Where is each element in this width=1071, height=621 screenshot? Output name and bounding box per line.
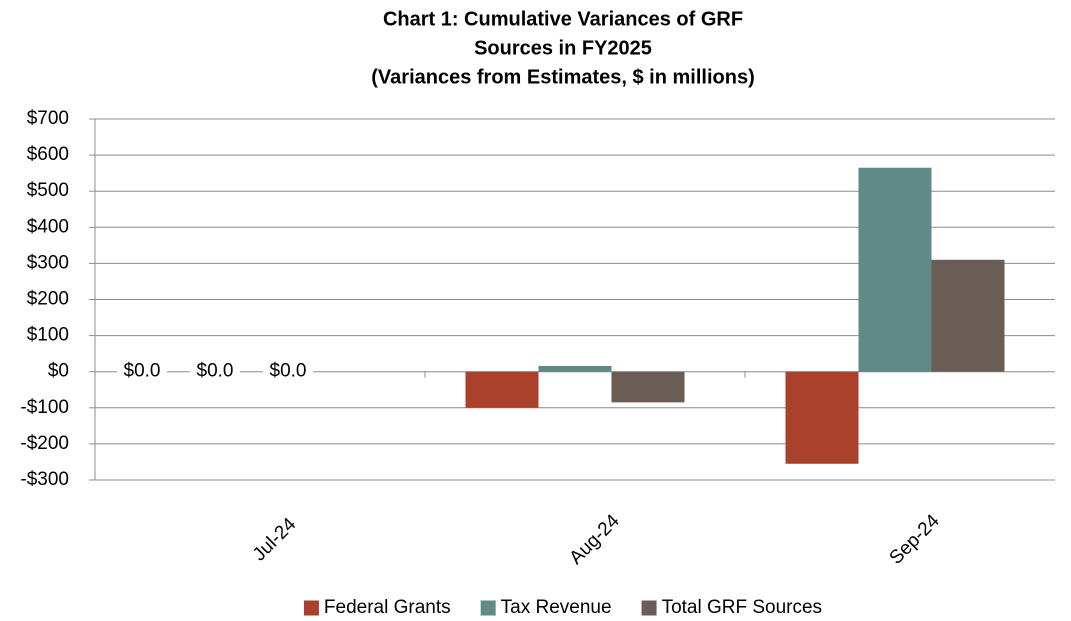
value-label-bg — [190, 359, 240, 384]
legend-label: Total GRF Sources — [662, 597, 823, 618]
legend-swatch — [480, 600, 496, 616]
x-tick-label: Sep-24 — [886, 510, 944, 568]
bar — [785, 371, 859, 464]
value-label-bg — [117, 359, 167, 384]
y-tick-label: $0 — [48, 361, 69, 382]
chart-title: Chart 1: Cumulative Variances of GRF — [383, 8, 743, 30]
y-tick-label: $400 — [27, 216, 69, 237]
chart-title: Sources in FY2025 — [474, 37, 652, 59]
y-tick-label: $300 — [27, 252, 69, 273]
y-tick-label: $700 — [27, 108, 69, 129]
value-label: $0.0 — [270, 361, 307, 382]
y-tick-label: $600 — [27, 144, 69, 165]
bar — [538, 365, 612, 372]
legend-label: Tax Revenue — [501, 597, 612, 618]
value-label: $0.0 — [197, 361, 234, 382]
y-tick-label: $500 — [27, 180, 69, 201]
bar — [931, 259, 1005, 372]
y-tick-label: $100 — [27, 325, 69, 346]
legend-swatch — [303, 600, 319, 616]
value-label: $0.0 — [124, 361, 161, 382]
y-tick-label: -$300 — [20, 469, 69, 490]
bar — [611, 371, 685, 403]
x-tick-label: Aug-24 — [566, 510, 624, 568]
y-tick-label: $200 — [27, 289, 69, 310]
bar — [858, 167, 932, 372]
bar — [465, 371, 539, 408]
y-tick-label: -$100 — [20, 397, 69, 418]
x-tick-label: Jul-24 — [249, 514, 301, 566]
y-tick-label: -$200 — [20, 433, 69, 454]
value-label-bg — [263, 359, 313, 384]
legend-swatch — [641, 600, 657, 616]
chart-title: (Variances from Estimates, $ in millions… — [371, 66, 754, 88]
legend-label: Federal Grants — [324, 597, 451, 618]
